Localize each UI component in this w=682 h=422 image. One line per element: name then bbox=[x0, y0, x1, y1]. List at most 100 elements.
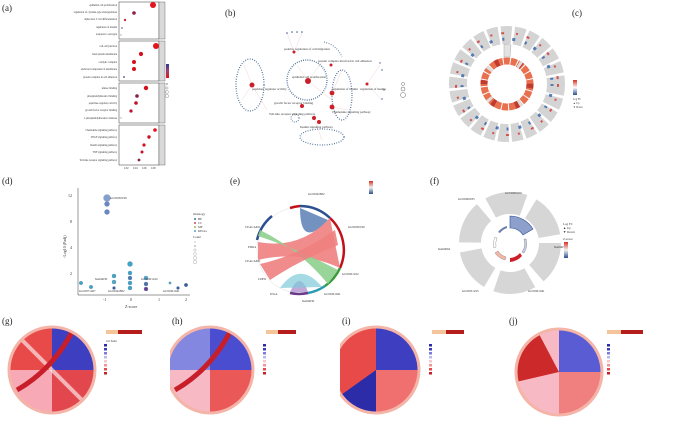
bubbles bbox=[78, 194, 188, 292]
ontology-legend: Ontology BP CC MF KEGG Count bbox=[193, 212, 208, 264]
go-dotplot: epithelial cell proliferation regulation… bbox=[74, 1, 169, 170]
svg-text:GO:0030199: GO:0030199 bbox=[348, 225, 365, 229]
panel-label-g: (g) bbox=[2, 316, 13, 326]
panel-b: (b) positive regulation of cell migratio… bbox=[222, 0, 422, 160]
panel-label-f: (f) bbox=[430, 176, 439, 186]
svg-text:positive regulation of cell mi: positive regulation of cell migration bbox=[284, 47, 330, 51]
panel-d: (d) 12 8 4 2 -1 0 1 2 Z-score -Log10 (Pa… bbox=[0, 170, 230, 310]
facet-kegg: Chemokine signaling pathway VEGF signali… bbox=[79, 124, 166, 166]
chord-cc: GO Terms bbox=[7, 325, 142, 415]
panel-label-b: (b) bbox=[225, 8, 236, 18]
svg-text:protein complex involved in ce: protein complex involved in cell adhesio… bbox=[318, 59, 372, 63]
panel-i: (i) bbox=[340, 310, 510, 422]
zscore-colorbar bbox=[573, 80, 577, 95]
svg-text:-Log10 (Padj): -Log10 (Padj) bbox=[62, 235, 67, 258]
svg-text:0.02: 0.02 bbox=[124, 167, 129, 170]
svg-text:growth factor receptor binding: growth factor receptor binding bbox=[274, 101, 313, 105]
logfc-colorbar bbox=[369, 181, 373, 194]
svg-text:GO:0001222: GO:0001222 bbox=[141, 277, 158, 281]
svg-text:phosphatidylinositol binding: phosphatidylinositol binding bbox=[87, 95, 117, 98]
gene-nodes bbox=[235, 31, 385, 146]
svg-text:1: 1 bbox=[158, 297, 160, 302]
svg-text:regulation of insulin: regulation of insulin bbox=[96, 26, 118, 29]
term-legend bbox=[104, 344, 107, 375]
svg-text:regulation of insulin: regulation of insulin bbox=[360, 87, 386, 91]
svg-text:Log FC: Log FC bbox=[573, 98, 581, 101]
panel-h: (h) bbox=[170, 310, 340, 422]
svg-text:Count: Count bbox=[193, 235, 201, 239]
svg-text:Insulin signaling pathway: Insulin signaling pathway bbox=[90, 144, 118, 147]
svg-text:CEACAM5: CEACAM5 bbox=[245, 259, 261, 263]
svg-text:0.04: 0.04 bbox=[133, 167, 138, 170]
zscore-bubble-plot: 12 8 4 2 -1 0 1 2 Z-score -Log10 (Padj) … bbox=[62, 188, 208, 309]
zscore-colorbar-f bbox=[564, 242, 568, 258]
panel-label-h: (h) bbox=[172, 316, 183, 326]
svg-text:-1: -1 bbox=[103, 297, 106, 302]
svg-text:GO Terms: GO Terms bbox=[106, 340, 117, 343]
panel-label-a: (a) bbox=[2, 3, 12, 13]
svg-text:MF: MF bbox=[198, 225, 203, 229]
svg-text:peptidase regulator activity: peptidase regulator activity bbox=[89, 102, 118, 105]
svg-text:▲ Up: ▲ Up bbox=[573, 102, 580, 105]
term-nodes bbox=[249, 50, 369, 124]
svg-text:0: 0 bbox=[130, 297, 132, 302]
count-legend bbox=[400, 82, 406, 98]
panel-label-e: (e) bbox=[230, 176, 240, 186]
gene-term-network: positive regulation of cell migration pr… bbox=[235, 31, 406, 146]
svg-text:ITGA: ITGA bbox=[270, 292, 278, 296]
svg-text:epithelial cell proliferation: epithelial cell proliferation bbox=[89, 4, 117, 7]
svg-text:GO:0071407: GO:0071407 bbox=[79, 289, 96, 293]
chord-kegg bbox=[514, 327, 643, 417]
svg-text:2: 2 bbox=[185, 297, 187, 302]
svg-text:protein complex in cell adhesi: protein complex in cell adhesion bbox=[83, 76, 118, 79]
svg-text:Log FC: Log FC bbox=[563, 222, 573, 226]
svg-text:12: 12 bbox=[68, 193, 72, 198]
svg-text:0.06: 0.06 bbox=[142, 167, 147, 170]
svg-text:Chemokine signaling pathway: Chemokine signaling pathway bbox=[85, 129, 117, 132]
svg-text:PDK4: PDK4 bbox=[248, 245, 256, 249]
svg-text:▼ Down: ▼ Down bbox=[573, 106, 583, 109]
svg-text:GO:0030199: GO:0030199 bbox=[110, 196, 127, 200]
svg-text:GO:0060035: GO:0060035 bbox=[458, 197, 475, 201]
svg-text:GO:0042802: GO:0042802 bbox=[108, 289, 125, 293]
svg-text:CC: CC bbox=[198, 221, 202, 225]
facet-mf: kinase binding phosphatidylinositol bind… bbox=[84, 82, 166, 124]
svg-text:VEGF signaling pathway: VEGF signaling pathway bbox=[91, 136, 118, 139]
svg-text:▲ Up: ▲ Up bbox=[563, 226, 571, 230]
chord-bp bbox=[170, 325, 296, 415]
panel-label-j: (j) bbox=[509, 316, 518, 326]
svg-text:basal plasma membrane: basal plasma membrane bbox=[92, 53, 118, 56]
gene-chord-diagram: GO:0042802 GO:0030199 GO:0001222 GO:0061… bbox=[245, 181, 373, 303]
panel-e: (e) GO:0042802 GO:0030199 GO:0001222 GO:… bbox=[230, 170, 430, 310]
svg-text:CEACAM1: CEACAM1 bbox=[245, 225, 261, 229]
svg-text:epithelial cell proliferation: epithelial cell proliferation bbox=[292, 75, 326, 79]
svg-text:hsa04062: hsa04062 bbox=[438, 247, 451, 251]
svg-text:GO:0001222: GO:0001222 bbox=[342, 272, 359, 276]
svg-text:KEGG: KEGG bbox=[198, 229, 208, 233]
svg-text:4: 4 bbox=[70, 245, 72, 250]
svg-text:Z-score: Z-score bbox=[125, 304, 137, 309]
svg-text:0.08: 0.08 bbox=[151, 167, 156, 170]
svg-text:GO:0061041: GO:0061041 bbox=[163, 289, 180, 293]
panel-j: (j) bbox=[507, 310, 682, 422]
svg-text:anchored component of membrane: anchored component of membrane bbox=[81, 68, 118, 71]
svg-text:1-phosphatidylinositol-3-kinas: 1-phosphatidylinositol-3-kinase bbox=[84, 117, 118, 120]
svg-text:Ontology: Ontology bbox=[193, 212, 205, 216]
svg-text:GO:2000250: GO:2000250 bbox=[505, 191, 522, 195]
svg-text:Z-score: Z-score bbox=[563, 237, 573, 241]
svg-text:alpha-beta T cell differentiat: alpha-beta T cell differentiation bbox=[84, 18, 117, 21]
svg-text:▼ Down: ▼ Down bbox=[563, 230, 575, 234]
zscore-circle-plot: GO:2000250 GO:0060035 hsa04062 GO:003122… bbox=[438, 191, 575, 294]
svg-text:GO:0042802: GO:0042802 bbox=[308, 192, 325, 196]
svg-text:TNF signaling pathway: TNF signaling pathway bbox=[93, 151, 118, 154]
term-legend bbox=[263, 344, 266, 375]
panel-c: (c) Log FC ▲ Up ▼ Down bbox=[440, 0, 682, 170]
padj-colorbar bbox=[166, 64, 169, 78]
svg-text:hsa04630: hsa04630 bbox=[95, 277, 108, 281]
svg-text:Toll-like receptor signaling p: Toll-like receptor signaling pathway bbox=[79, 159, 117, 162]
panel-label-i: (i) bbox=[342, 316, 351, 326]
svg-text:GO:0061041: GO:0061041 bbox=[324, 292, 341, 296]
panel-g: (g) GO Terms bbox=[0, 310, 170, 422]
svg-text:BP: BP bbox=[198, 217, 202, 221]
svg-text:regulation of cysteine-type en: regulation of cysteine-type endopeptidas… bbox=[74, 11, 118, 14]
